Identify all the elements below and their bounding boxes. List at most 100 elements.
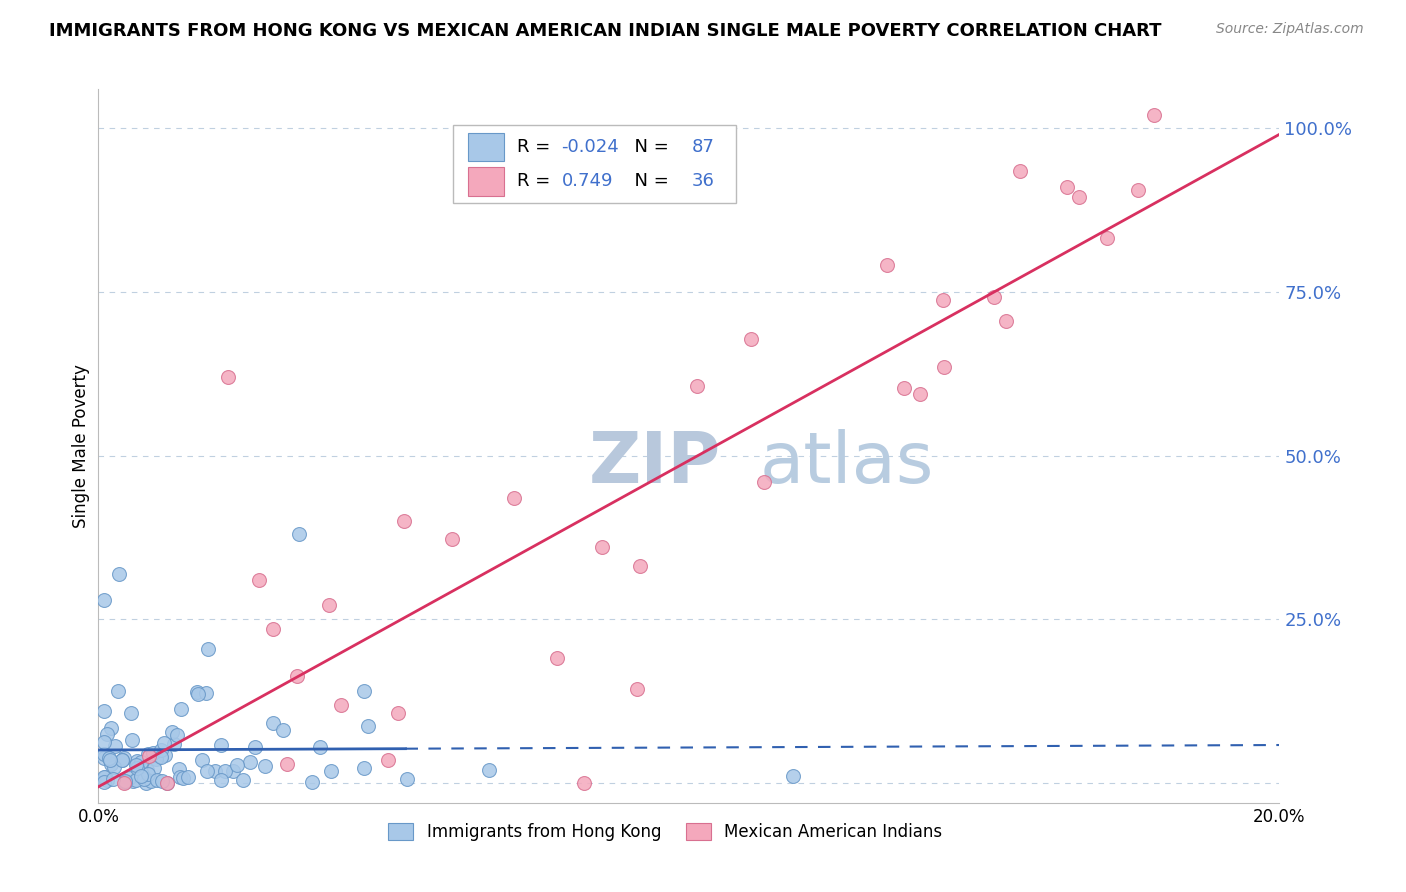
Point	[626, 681, 648, 696]
Point	[502, 491, 524, 505]
Point	[136, 747, 159, 761]
Point	[285, 668, 308, 682]
Point	[440, 532, 463, 546]
Point	[377, 753, 399, 767]
Y-axis label: Single Male Poverty: Single Male Poverty	[72, 364, 90, 528]
Point	[127, 758, 149, 772]
Point	[740, 332, 762, 346]
Point	[104, 739, 127, 753]
Point	[125, 761, 148, 775]
Point	[98, 751, 121, 765]
Point	[395, 772, 418, 786]
Point	[686, 379, 709, 393]
Point	[93, 593, 115, 607]
Point	[754, 475, 776, 489]
Text: 0.749: 0.749	[561, 172, 613, 190]
Point	[630, 559, 652, 574]
Point	[546, 651, 568, 665]
FancyBboxPatch shape	[453, 125, 737, 203]
Point	[1069, 190, 1091, 204]
Point	[1097, 231, 1119, 245]
Point	[103, 760, 125, 774]
Point	[187, 687, 209, 701]
Point	[160, 724, 183, 739]
Point	[129, 756, 152, 770]
Point	[121, 774, 143, 789]
Text: Source: ZipAtlas.com: Source: ZipAtlas.com	[1216, 22, 1364, 37]
Point	[232, 773, 254, 788]
Point	[135, 763, 157, 777]
Point	[93, 735, 115, 749]
Point	[134, 772, 156, 786]
Point	[112, 776, 135, 790]
Point	[112, 751, 135, 765]
Point	[93, 770, 115, 784]
Point	[204, 764, 226, 778]
Text: N =: N =	[623, 172, 675, 190]
Point	[93, 751, 115, 765]
Point	[254, 759, 277, 773]
Point	[136, 767, 159, 781]
Point	[478, 763, 501, 777]
Point	[214, 764, 236, 778]
Point	[239, 755, 262, 769]
Point	[96, 727, 118, 741]
Point	[138, 749, 160, 764]
Point	[155, 775, 177, 789]
Text: atlas: atlas	[759, 429, 934, 499]
Point	[262, 622, 284, 636]
Point	[893, 381, 915, 395]
Text: ZIP: ZIP	[589, 429, 721, 499]
Point	[124, 757, 146, 772]
Point	[330, 698, 353, 713]
Point	[247, 573, 270, 587]
Text: R =: R =	[516, 138, 555, 156]
Text: R =: R =	[516, 172, 561, 190]
Point	[169, 770, 191, 784]
Point	[301, 775, 323, 789]
Point	[387, 706, 409, 720]
Text: IMMIGRANTS FROM HONG KONG VS MEXICAN AMERICAN INDIAN SINGLE MALE POVERTY CORRELA: IMMIGRANTS FROM HONG KONG VS MEXICAN AME…	[49, 22, 1161, 40]
Point	[186, 684, 208, 698]
Point	[93, 705, 115, 719]
Point	[163, 737, 186, 751]
Point	[101, 772, 124, 786]
Point	[153, 747, 176, 762]
Point	[243, 739, 266, 754]
Point	[177, 770, 200, 784]
Point	[96, 772, 118, 787]
Point	[93, 774, 115, 789]
Point	[394, 514, 416, 528]
Point	[195, 685, 218, 699]
Point	[782, 769, 804, 783]
Point	[146, 772, 169, 787]
Point	[139, 773, 162, 788]
Point	[142, 746, 165, 760]
Point	[156, 776, 179, 790]
Point	[150, 773, 173, 788]
Point	[1056, 180, 1078, 194]
Point	[135, 775, 157, 789]
Point	[932, 293, 955, 307]
Point	[262, 715, 284, 730]
Point	[288, 526, 311, 541]
Point	[319, 764, 342, 779]
Point	[114, 774, 136, 789]
Point	[150, 743, 173, 757]
Point	[100, 721, 122, 735]
Point	[572, 776, 595, 790]
Point	[167, 762, 190, 776]
Point	[108, 566, 131, 581]
Point	[222, 764, 245, 778]
Point	[209, 772, 232, 787]
Text: N =: N =	[623, 138, 675, 156]
Point	[166, 728, 188, 742]
Text: 87: 87	[692, 138, 714, 156]
Point	[93, 770, 115, 784]
Point	[107, 683, 129, 698]
Point	[357, 719, 380, 733]
Point	[121, 732, 143, 747]
FancyBboxPatch shape	[468, 167, 503, 195]
Point	[1143, 108, 1166, 122]
Point	[209, 739, 232, 753]
